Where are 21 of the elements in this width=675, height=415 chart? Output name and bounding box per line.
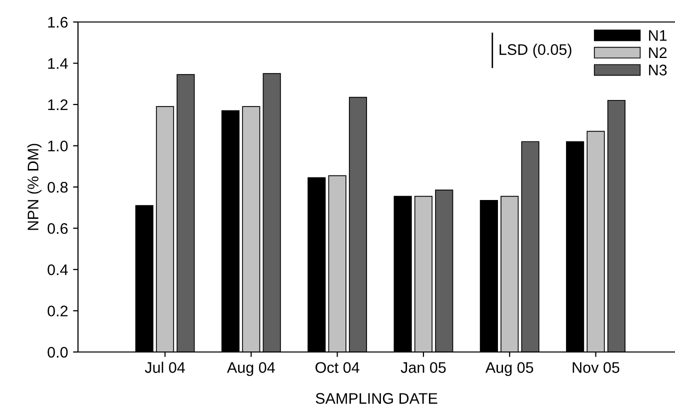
y-tick-label: 0.8 (48, 182, 68, 193)
x-tick-label: Oct 04 (316, 362, 360, 373)
x-axis-title: SAMPLING DATE (316, 393, 438, 404)
x-tick-label: Aug 04 (226, 362, 275, 376)
y-tick-label: 1.0 (48, 140, 68, 152)
y-tick-label: 0.4 (48, 264, 68, 276)
annotation: LSD (0.05) (500, 44, 572, 58)
y-tick-label: 0.6 (48, 223, 68, 234)
y-tick-label: 0.2 (48, 306, 68, 316)
y-tick-label: 1.2 (48, 99, 68, 110)
x-tick-label: Nov 05 (572, 362, 620, 373)
y-tick-label: 0.0 (48, 346, 68, 358)
y-tick-label: 1.4 (48, 58, 68, 69)
x-tick-label: Jan 05 (400, 362, 446, 373)
x-tick-label: Aug 05 (485, 362, 534, 376)
x-tick-label: Jul 04 (144, 362, 185, 373)
y-tick-label: 1.6 (48, 16, 68, 28)
y-axis-title: NPN (% DM) (27, 144, 42, 230)
legend-label: N2 (649, 47, 667, 58)
legend-label: N1 (649, 30, 667, 41)
legend-label: N3 (649, 64, 667, 76)
